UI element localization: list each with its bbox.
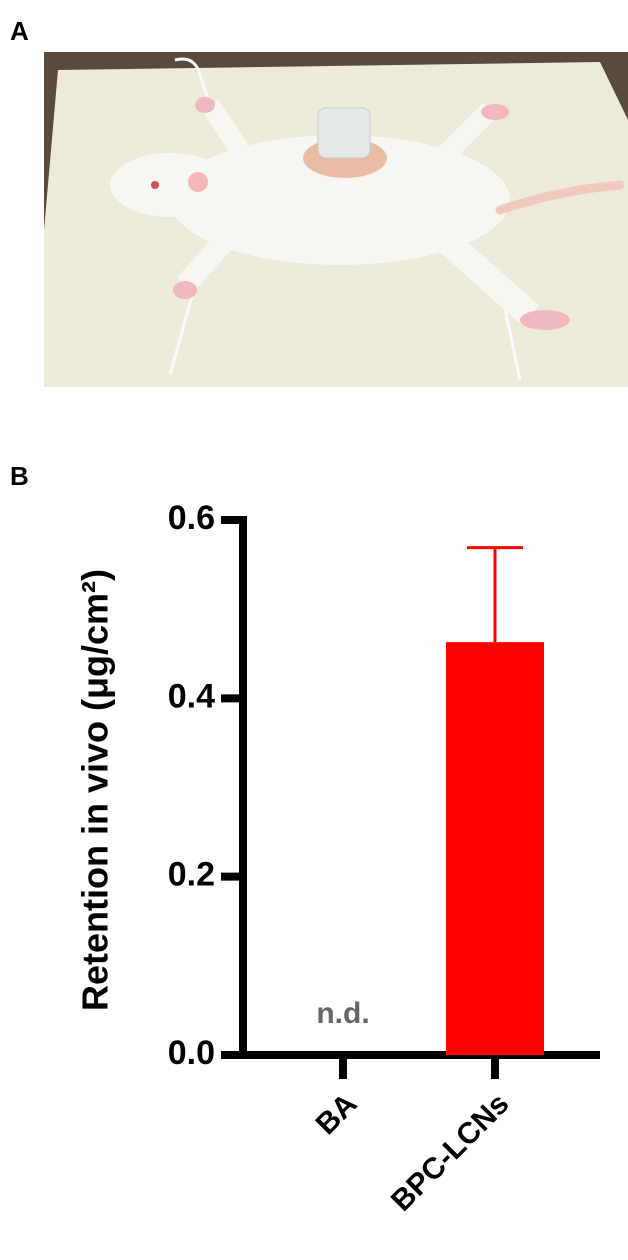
panel-label: A (10, 16, 29, 46)
rat-leg (432, 102, 498, 168)
string (174, 57, 212, 106)
panel-label: B (10, 461, 29, 491)
string (168, 284, 197, 376)
rat-eye (151, 181, 159, 189)
diffusion-cell (317, 107, 371, 159)
x-tick-label: BPC-LCNs (385, 1087, 516, 1218)
rat-paw (481, 104, 509, 120)
photo (44, 52, 628, 387)
bar (446, 642, 544, 1055)
rat-leg (201, 99, 249, 156)
y-tick-label: 0.6 (168, 499, 215, 537)
y-tick-label: 0.0 (168, 1034, 215, 1072)
value-label: n.d. (316, 997, 369, 1030)
y-tick-label: 0.2 (168, 856, 215, 894)
rat-body (170, 135, 510, 265)
rat-paw (173, 281, 197, 299)
rat-paw (520, 310, 570, 330)
y-tick-label: 0.4 (168, 677, 215, 715)
rat-leg (431, 225, 539, 325)
rat-paw (195, 97, 215, 113)
y-axis-label: Retention in vivo (μg/cm²) (75, 569, 116, 1011)
rat-ear (188, 172, 208, 192)
x-tick-label: BA (310, 1087, 364, 1141)
rat-leg (176, 227, 239, 293)
rat-tail (495, 180, 625, 215)
rat-head (110, 153, 230, 217)
